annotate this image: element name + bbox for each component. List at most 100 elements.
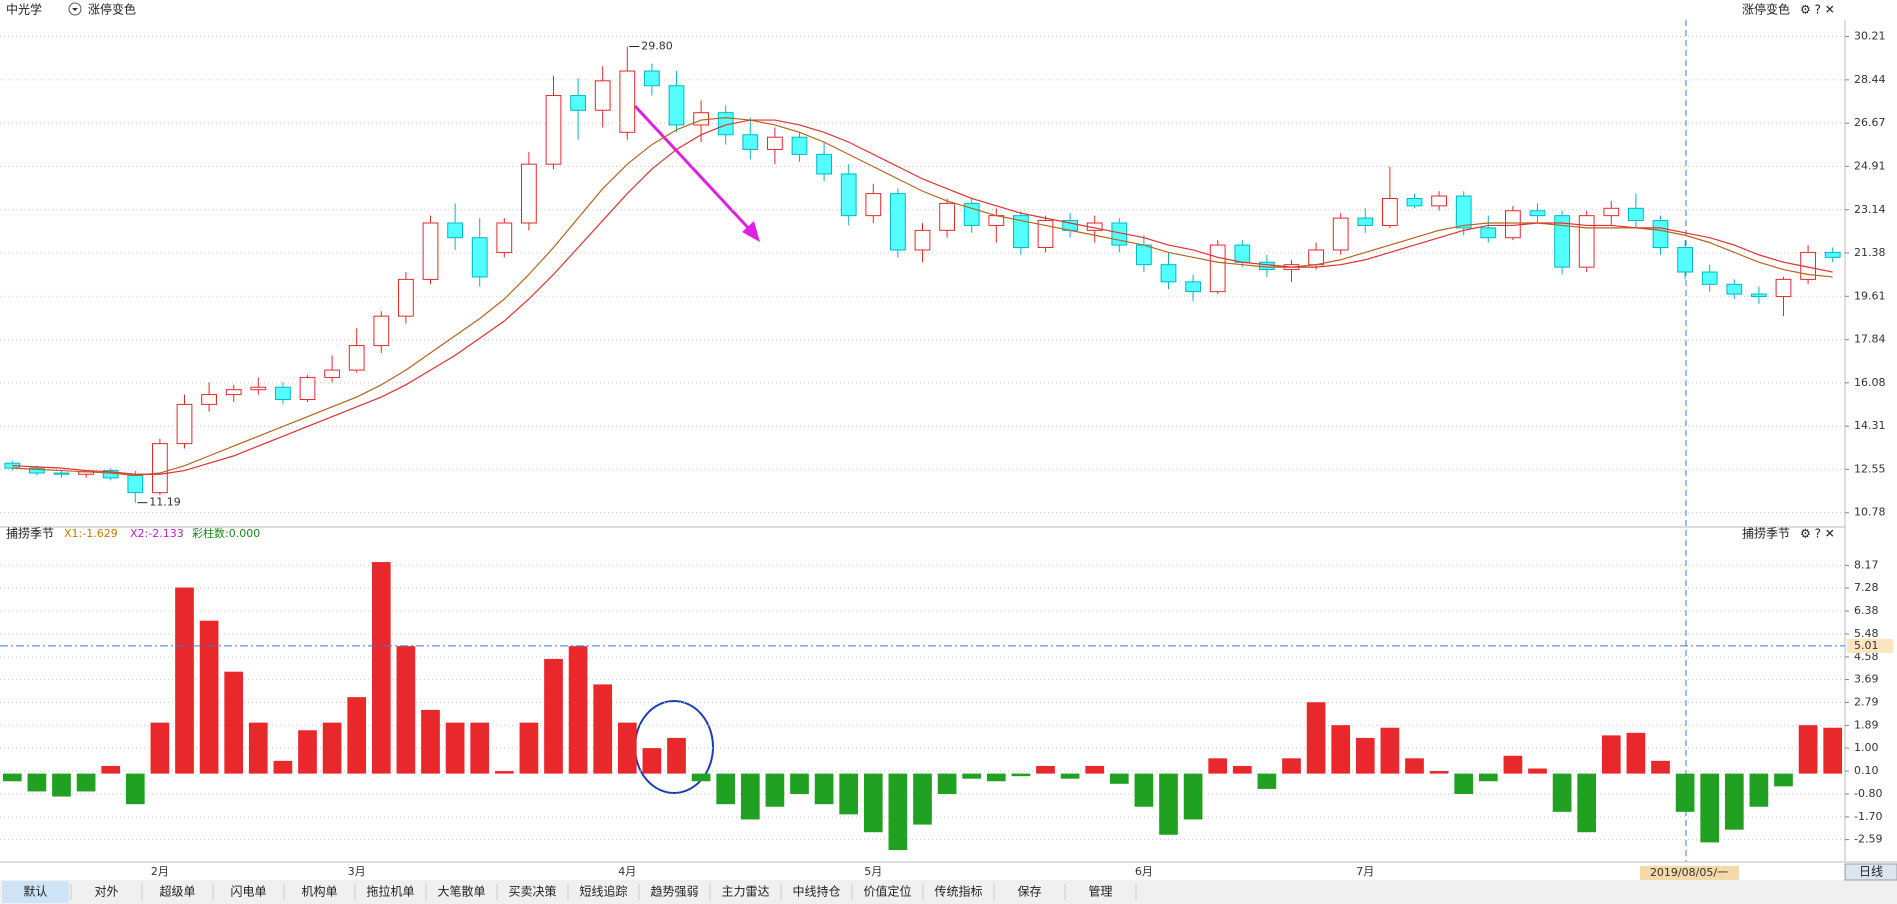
candle-body — [496, 222, 513, 253]
y-tick-label: 28.44 — [1854, 73, 1886, 86]
bar — [396, 646, 416, 774]
candle-body — [742, 134, 759, 150]
right-option[interactable]: 涨停变色 — [1742, 2, 1790, 17]
candle-body — [275, 386, 291, 400]
candle-body — [816, 153, 832, 175]
tab[interactable]: 短线追踪 — [579, 884, 627, 899]
bar — [790, 773, 809, 794]
legend-count: 彩柱数:0.000 — [192, 526, 260, 540]
bar — [273, 760, 293, 774]
bar — [125, 773, 145, 805]
candle-body — [373, 315, 390, 347]
option-label[interactable]: 涨停变色 — [88, 2, 136, 17]
candle-body — [422, 222, 439, 280]
bar — [199, 620, 219, 774]
period[interactable]: 日线 — [1859, 865, 1883, 879]
reference-box — [1847, 638, 1893, 653]
bar — [962, 773, 982, 779]
candle-body — [1775, 278, 1792, 298]
tab[interactable]: 中线持仓 — [792, 884, 840, 899]
candle-body — [1013, 215, 1029, 249]
candle-body — [1234, 244, 1251, 263]
candle-body — [1603, 207, 1620, 217]
tab[interactable]: 保存 — [1017, 885, 1041, 899]
moving-average — [12, 116, 1833, 477]
bar — [1552, 773, 1572, 812]
bar — [1724, 773, 1744, 830]
bar — [1823, 727, 1843, 774]
tab[interactable]: 对外 — [94, 885, 118, 899]
settings-icons[interactable]: ⚙ ? ✕ — [1800, 3, 1835, 17]
bar — [1257, 773, 1277, 789]
candle-body — [1382, 197, 1398, 226]
candle-body — [1824, 251, 1841, 258]
tab[interactable]: 价值定位 — [863, 884, 911, 899]
candle-body — [1332, 217, 1349, 251]
active-tab — [2, 881, 69, 903]
bar — [617, 722, 637, 774]
bar — [1749, 773, 1769, 807]
indicator-icons[interactable]: ⚙ ? ✕ — [1800, 527, 1835, 541]
candle-body — [29, 467, 45, 474]
y-tick-label: 1.00 — [1854, 741, 1879, 754]
bar — [1282, 758, 1301, 774]
tab[interactable]: 传统指标 — [934, 884, 982, 899]
candle-body — [398, 278, 414, 317]
candle-body — [1406, 197, 1423, 207]
tab[interactable]: 趋势强弱 — [650, 885, 698, 899]
bar — [1626, 732, 1646, 774]
y-tick-label: 21.38 — [1854, 246, 1886, 259]
bar — [224, 671, 244, 774]
bar — [1036, 765, 1055, 774]
bar — [494, 771, 514, 774]
option-icon[interactable] — [68, 2, 82, 16]
bar — [888, 773, 908, 851]
bar — [1085, 765, 1105, 774]
period-box[interactable] — [1844, 863, 1897, 881]
bar — [1109, 773, 1129, 784]
candle-body — [324, 369, 340, 378]
bar — [1232, 765, 1252, 774]
candle-body — [152, 443, 168, 494]
tab[interactable]: 管理 — [1088, 884, 1112, 899]
tab[interactable]: 买卖决策 — [508, 885, 556, 899]
y-tick-label: 8.17 — [1854, 558, 1879, 571]
bar — [716, 773, 736, 805]
candle-body — [1185, 281, 1201, 293]
candle-body — [1357, 217, 1374, 226]
bar — [1651, 760, 1670, 774]
bar — [1798, 725, 1818, 774]
candle-body — [668, 85, 685, 126]
bar — [863, 773, 883, 833]
bar — [765, 773, 785, 807]
candle-body — [1209, 244, 1226, 293]
y-tick-label: -0.80 — [1854, 787, 1882, 800]
y-tick-label: -1.70 — [1854, 810, 1882, 823]
bar — [150, 722, 170, 774]
candle-body — [1677, 247, 1693, 273]
candle-body — [570, 95, 586, 111]
candle-body — [865, 193, 882, 217]
bar — [740, 773, 760, 820]
tab[interactable]: 超级单 — [159, 884, 195, 899]
reference-label: 5.01 — [1854, 639, 1879, 652]
candle-body — [299, 376, 316, 400]
tab[interactable]: 默认 — [23, 884, 47, 899]
bar — [101, 765, 121, 774]
y-tick-label: 6.38 — [1854, 604, 1879, 617]
candle-body — [1701, 271, 1718, 285]
y-tick-label: 14.31 — [1854, 419, 1886, 432]
candle-body — [521, 163, 537, 224]
candle-body — [1726, 283, 1743, 295]
tab[interactable]: 大笔散单 — [437, 884, 485, 899]
bar — [1208, 758, 1228, 774]
bar — [27, 773, 47, 792]
tab[interactable]: 闪电单 — [230, 885, 266, 899]
tab-bar — [0, 880, 1897, 904]
bar — [1060, 773, 1080, 779]
tab[interactable]: 拖拉机单 — [366, 884, 414, 899]
bar — [1503, 755, 1523, 774]
tab[interactable]: 主力雷达 — [721, 885, 769, 899]
tab[interactable]: 机构单 — [301, 884, 337, 899]
